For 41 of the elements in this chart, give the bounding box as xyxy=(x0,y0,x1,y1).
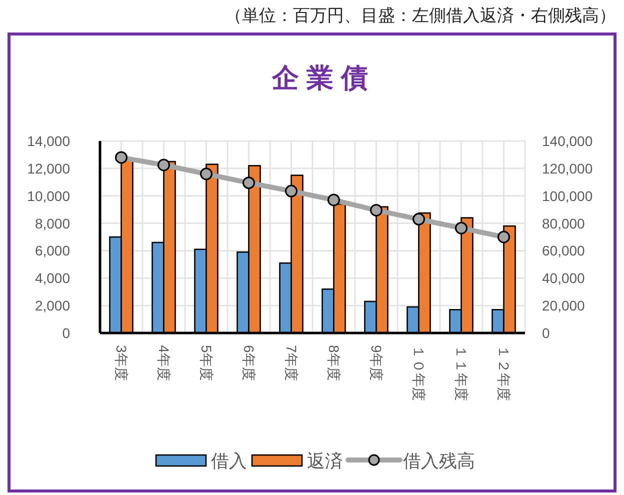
y-tick-label: 4,000 xyxy=(34,270,70,286)
y2-tick-label: 80,000 xyxy=(542,215,586,232)
point xyxy=(455,222,468,234)
y-tick-label: 14,000 xyxy=(27,133,70,149)
text: （単位：百万円、目盛：左側借入返済・右側残高） xyxy=(225,6,616,26)
y2-tick-label: 40,000 xyxy=(542,270,586,286)
point xyxy=(498,230,510,244)
y-tick-label: 8,000 xyxy=(34,215,70,232)
x-tick-label: 3年度 xyxy=(113,345,130,381)
x-tick-label: 5年度 xyxy=(198,345,214,381)
point xyxy=(158,158,170,172)
x-tick-label: 7年度 xyxy=(283,345,300,381)
point xyxy=(242,176,255,190)
y-tick-label: 10,000 xyxy=(27,188,70,204)
x-tick-label: 9年度 xyxy=(368,345,384,381)
y-tick-label: 6,000 xyxy=(34,242,70,259)
chart-title: 企 業 債 xyxy=(270,63,368,93)
x-tick-label: 6年度 xyxy=(240,345,257,381)
x-tick-label: １１年度 xyxy=(453,345,470,401)
y2-tick-label: 140,000 xyxy=(542,133,593,149)
legend-label: 借入残高 xyxy=(403,451,475,471)
point xyxy=(412,212,425,226)
y2-tick-label: 0 xyxy=(542,325,550,341)
y-tick-label: 2,000 xyxy=(34,298,70,314)
y2-tick-label: 120,000 xyxy=(542,160,593,176)
point xyxy=(115,151,128,164)
legend-label: 借入 xyxy=(211,451,247,471)
point xyxy=(370,204,382,217)
point xyxy=(328,194,340,206)
y-tick-label: 0 xyxy=(62,325,70,341)
x-tick-label: 8年度 xyxy=(326,345,342,381)
legend-label: 返済 xyxy=(307,451,343,471)
x-tick-label: 4年度 xyxy=(156,345,172,381)
x-tick-label: １０年度 xyxy=(410,345,427,401)
point xyxy=(285,184,298,198)
point xyxy=(200,168,212,180)
y-tick-label: 12,000 xyxy=(27,160,70,176)
y2-tick-label: 100,000 xyxy=(542,188,593,204)
y2-tick-label: 60,000 xyxy=(542,242,586,259)
y2-tick-label: 20,000 xyxy=(542,298,586,314)
x-tick-label: １２年度 xyxy=(496,345,512,401)
